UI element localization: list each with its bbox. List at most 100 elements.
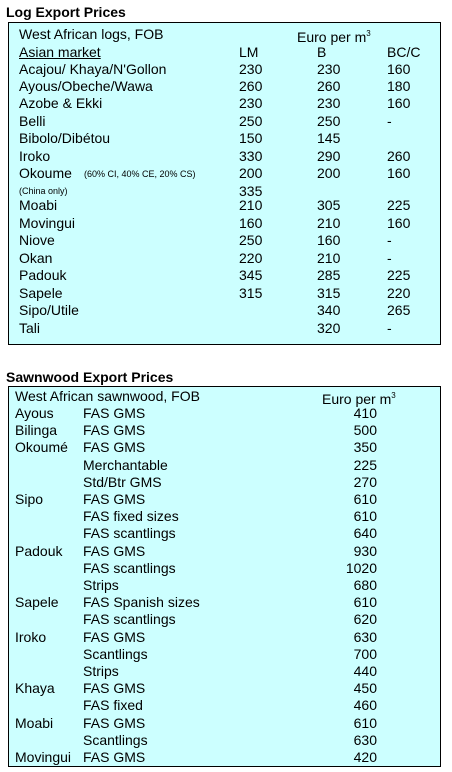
- sawn-price: 630: [353, 731, 377, 748]
- log-species-name: Sipo/Utile: [19, 302, 79, 318]
- sawn-row: Ayous FAS GMS 410: [9, 404, 440, 422]
- log-unit-label: Euro per m3: [297, 29, 371, 45]
- log-price-table: West African logs, FOB Euro per m3 Asian…: [8, 22, 441, 345]
- sawn-grade: Std/Btr GMS: [83, 473, 162, 490]
- log-b-price: 320: [317, 320, 341, 336]
- log-species-name: Sapele: [19, 285, 63, 301]
- sawn-price: 620: [353, 611, 377, 628]
- sawn-species: Bilinga: [15, 422, 58, 439]
- log-species-name: Movingui: [19, 215, 76, 231]
- sawn-price: 930: [353, 542, 377, 559]
- sawn-grade: Scantlings: [83, 645, 148, 662]
- sawn-row: FAS fixed sizes 610: [9, 507, 440, 525]
- sawn-grade: FAS Spanish sizes: [83, 594, 200, 611]
- log-b-price: 260: [317, 78, 341, 94]
- log-lm-price: 210: [239, 197, 263, 213]
- log-bc-price: -: [387, 113, 392, 129]
- sawn-grade: Scantlings: [83, 731, 148, 748]
- sawn-row: Bilinga FAS GMS 500: [9, 421, 440, 439]
- sawn-price: 460: [353, 697, 377, 714]
- sawn-price: 450: [353, 680, 377, 697]
- sawn-grade: Merchantable: [83, 456, 168, 473]
- col-b-header: B: [317, 44, 327, 60]
- log-lm-price: 200: [239, 165, 263, 181]
- log-bc-price: 160: [387, 215, 411, 231]
- sawn-price: 350: [353, 439, 377, 456]
- log-row: Okan 220 210 -: [9, 249, 440, 267]
- log-lm-price: 220: [239, 250, 263, 266]
- log-row: Tali 320 -: [9, 319, 440, 337]
- sawn-price: 610: [353, 714, 377, 731]
- log-species-name: Ayous/Obeche/Wawa: [19, 78, 153, 94]
- sawnwood-price-table: West African sawnwood, FOB Euro per m3 A…: [8, 386, 441, 767]
- sawn-grade: FAS GMS: [83, 405, 146, 421]
- col-lm-header: LM: [239, 44, 259, 60]
- log-b-price: 200: [317, 165, 341, 181]
- sawn-row: Padouk FAS GMS 930: [9, 542, 440, 560]
- log-b-price: 250: [317, 113, 341, 129]
- log-lm-price: 260: [239, 78, 263, 94]
- log-lm-price: 150: [239, 130, 263, 146]
- sawn-row: FAS scantlings 620: [9, 610, 440, 628]
- sawn-row: FAS scantlings 640: [9, 524, 440, 542]
- sawn-row: Iroko FAS GMS 630: [9, 628, 440, 646]
- log-bc-price: -: [387, 250, 392, 266]
- log-lm-price: 335: [239, 183, 263, 199]
- sawn-price: 500: [353, 422, 377, 439]
- log-bc-price: 160: [387, 165, 411, 181]
- sawn-row: Sipo FAS GMS 610: [9, 490, 440, 508]
- log-row: Ayous/Obeche/Wawa 260 260 180: [9, 77, 440, 95]
- log-subheader-row: Asian market LM B BC/C: [9, 43, 440, 61]
- sawn-row: Moabi FAS GMS 610: [9, 714, 440, 732]
- log-lm-price: 160: [239, 215, 263, 231]
- log-bc-price: 160: [387, 61, 411, 77]
- log-lm-price: 330: [239, 148, 263, 164]
- sawn-grade: Strips: [83, 577, 119, 593]
- sawn-row: FAS fixed 460: [9, 696, 440, 714]
- log-species-name: Iroko: [19, 148, 51, 164]
- sawn-header-label: West African sawnwood, FOB: [15, 388, 200, 404]
- log-lm-price: 345: [239, 267, 263, 283]
- sawn-price: 610: [353, 508, 377, 525]
- log-bc-price: 265: [387, 302, 411, 318]
- log-row: Padouk 345 285 225: [9, 266, 440, 284]
- sawn-row: Merchantable 225: [9, 456, 440, 474]
- sawn-grade: FAS GMS: [83, 628, 146, 645]
- sawn-price: 225: [353, 456, 377, 473]
- log-row: Movingui 160 210 160: [9, 214, 440, 232]
- sawn-row: Std/Btr GMS 270: [9, 473, 440, 491]
- sawn-row: Sapele FAS Spanish sizes 610: [9, 593, 440, 611]
- sawn-species: Sapele: [15, 594, 59, 611]
- log-species-name: Bibolo/Dibétou: [19, 130, 111, 146]
- log-note: (60% CI, 40% CE, 20% CS): [84, 169, 196, 179]
- sawn-price: 610: [353, 594, 377, 611]
- log-bc-price: -: [387, 232, 392, 248]
- sawn-price: 680: [353, 577, 377, 593]
- log-species-name: Acajou/ Khaya/N'Gollon: [19, 61, 167, 77]
- log-b-price: 285: [317, 267, 341, 283]
- sawn-grade: FAS GMS: [83, 714, 146, 731]
- log-header-row: West African logs, FOB Euro per m3: [9, 25, 440, 45]
- log-species-name: Belli: [19, 113, 46, 129]
- sawn-price: 630: [353, 628, 377, 645]
- log-b-price: 340: [317, 302, 341, 318]
- sawn-row: Khaya FAS GMS 450: [9, 679, 440, 697]
- sawn-species: Movingui: [15, 749, 72, 765]
- log-row: Sapele 315 315 220: [9, 284, 440, 302]
- sawn-grade: FAS GMS: [83, 422, 146, 439]
- log-b-price: 160: [317, 232, 341, 248]
- log-bc-price: 260: [387, 148, 411, 164]
- log-lm-price: 230: [239, 95, 263, 111]
- sawn-species: Khaya: [15, 680, 55, 697]
- asian-market-label: Asian market: [19, 44, 101, 60]
- sawn-grade: FAS GMS: [83, 680, 146, 697]
- log-row: (China only) 335: [9, 182, 440, 200]
- sawn-grade: FAS GMS: [83, 542, 146, 559]
- log-species-name: Azobe & Ekki: [19, 95, 103, 111]
- log-header-label: West African logs, FOB: [19, 26, 164, 42]
- log-note: (China only): [19, 186, 68, 196]
- log-b-price: 230: [317, 61, 341, 77]
- sawn-price: 610: [353, 491, 377, 507]
- log-bc-price: 160: [387, 95, 411, 111]
- log-b-price: 210: [317, 250, 341, 266]
